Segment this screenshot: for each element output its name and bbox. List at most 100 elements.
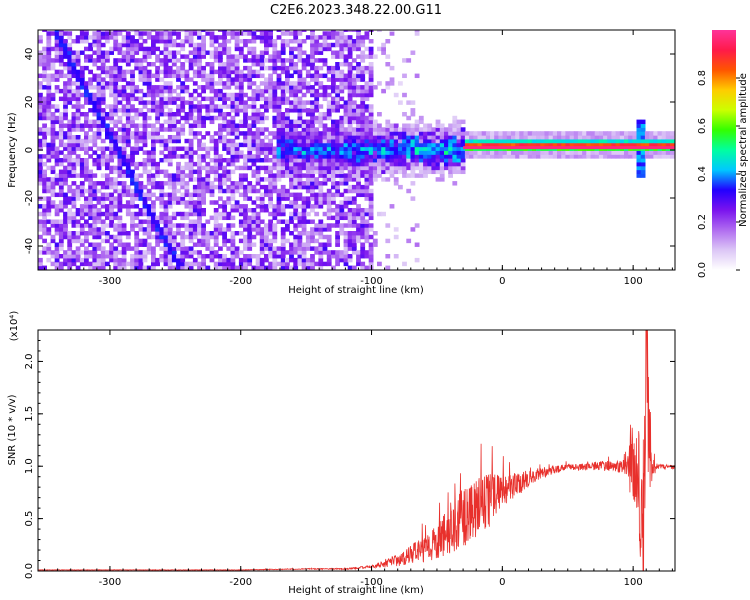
heat-cell bbox=[192, 161, 198, 167]
heat-cell bbox=[180, 165, 186, 171]
heat-cell bbox=[63, 173, 68, 178]
heat-cell bbox=[197, 204, 202, 209]
heat-cell bbox=[180, 223, 186, 228]
heat-cell bbox=[557, 135, 562, 140]
heat-cell bbox=[427, 158, 433, 163]
heat-cell bbox=[197, 165, 202, 171]
heat-cell bbox=[310, 261, 315, 267]
heat-cell bbox=[222, 39, 227, 44]
heat-cell bbox=[100, 146, 106, 151]
heat-cell bbox=[142, 204, 148, 209]
heat-cell bbox=[100, 227, 106, 232]
heat-cell bbox=[598, 131, 604, 136]
heat-cell bbox=[280, 165, 286, 171]
heat-cell bbox=[42, 231, 47, 236]
heat-cell bbox=[247, 234, 253, 240]
heat-cell bbox=[326, 234, 332, 240]
heat-cell bbox=[105, 112, 110, 117]
heat-cell bbox=[109, 65, 114, 71]
heat-cell bbox=[272, 42, 278, 48]
heat-cell bbox=[113, 150, 119, 155]
heat-cell bbox=[79, 161, 85, 167]
heat-cell bbox=[222, 257, 227, 263]
heat-cell bbox=[368, 115, 374, 121]
heat-cell bbox=[347, 177, 353, 182]
heat-cell bbox=[205, 254, 211, 259]
heat-cell bbox=[343, 161, 349, 167]
heat-cell bbox=[42, 169, 47, 175]
heat-cell bbox=[301, 173, 307, 178]
heat-cell bbox=[134, 161, 140, 167]
heat-cell bbox=[63, 196, 68, 201]
heat-cell bbox=[146, 223, 152, 228]
heat-cell bbox=[243, 223, 248, 228]
heat-cell bbox=[222, 73, 227, 79]
heat-cell bbox=[213, 231, 219, 236]
heat-cell bbox=[79, 184, 85, 190]
heat-cell bbox=[42, 211, 47, 217]
heat-cell bbox=[280, 127, 286, 132]
heat-cell bbox=[322, 31, 328, 36]
heat-cell bbox=[197, 62, 202, 67]
heat-cell bbox=[117, 108, 123, 113]
heat-cell bbox=[151, 92, 156, 98]
heat-cell bbox=[71, 204, 77, 209]
heat-cell bbox=[255, 35, 261, 40]
heat-cell bbox=[326, 65, 332, 71]
heat-cell bbox=[427, 169, 433, 175]
heat-cell bbox=[339, 131, 345, 136]
heat-cell bbox=[130, 35, 135, 40]
heat-cell bbox=[109, 135, 114, 140]
heat-cell bbox=[130, 192, 135, 198]
heat-cell bbox=[50, 223, 56, 228]
heat-cell bbox=[171, 39, 177, 44]
heat-cell bbox=[247, 181, 253, 186]
heat-cell bbox=[636, 142, 642, 148]
heat-cell bbox=[92, 161, 98, 167]
heat-cell bbox=[50, 46, 56, 52]
heat-cell bbox=[197, 238, 202, 244]
heat-cell bbox=[54, 104, 60, 109]
heat-cell bbox=[134, 261, 140, 267]
heat-cell bbox=[649, 150, 654, 155]
heat-cell bbox=[54, 204, 60, 209]
heat-cell bbox=[117, 223, 123, 228]
heat-cell bbox=[142, 219, 148, 224]
heat-cell bbox=[75, 254, 81, 259]
heat-cell bbox=[418, 165, 424, 171]
heat-cell bbox=[347, 54, 353, 59]
heat-cell bbox=[192, 81, 198, 86]
heat-cell bbox=[155, 234, 160, 240]
heat-cell bbox=[84, 257, 89, 263]
heat-cell bbox=[590, 131, 596, 136]
heat-cell bbox=[339, 154, 345, 159]
heat-cell bbox=[117, 238, 123, 244]
heat-cell bbox=[201, 196, 206, 201]
heat-cell bbox=[163, 142, 169, 148]
heat-cell bbox=[159, 96, 165, 102]
heat-cell bbox=[184, 223, 190, 228]
heat-cell bbox=[75, 69, 81, 75]
heat-cell bbox=[343, 127, 349, 132]
heat-cell bbox=[46, 73, 52, 79]
heat-cell bbox=[84, 135, 89, 140]
heat-cell bbox=[582, 154, 587, 159]
heat-cell bbox=[151, 161, 156, 167]
heat-cell bbox=[598, 154, 604, 159]
heat-cell bbox=[100, 96, 106, 102]
heat-cell bbox=[490, 150, 495, 155]
heat-cell bbox=[335, 108, 340, 113]
heat-cell bbox=[389, 77, 395, 82]
heat-cell bbox=[201, 73, 206, 79]
heat-cell bbox=[234, 150, 240, 155]
heat-cell bbox=[243, 123, 248, 128]
heat-cell bbox=[113, 204, 119, 209]
heat-cell bbox=[75, 62, 81, 67]
heat-cell bbox=[159, 257, 165, 263]
heat-cell bbox=[188, 261, 194, 267]
heat-cell bbox=[180, 169, 186, 175]
heat-cell bbox=[280, 211, 286, 217]
heat-cell bbox=[113, 131, 119, 136]
heat-cell bbox=[410, 181, 416, 186]
heat-cell bbox=[109, 31, 114, 36]
